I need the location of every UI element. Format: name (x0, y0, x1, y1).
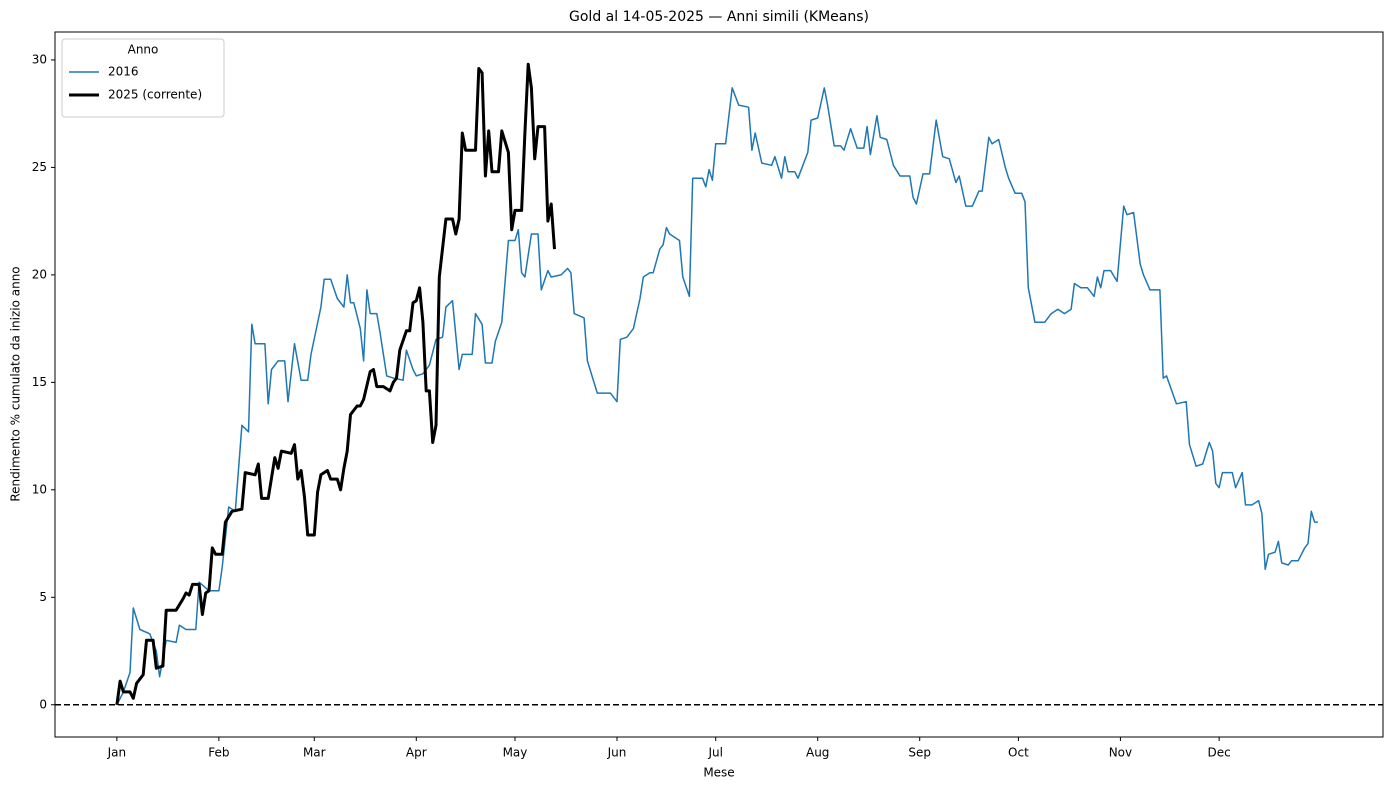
legend-box (61, 38, 225, 118)
y-tick-label: 0 (39, 697, 47, 711)
y-tick-label: 15 (32, 375, 47, 389)
y-axis-label: Rendimento % cumulato da inizio anno (9, 266, 23, 501)
series-line (116, 87, 1318, 706)
y-tick-label: 20 (32, 267, 47, 281)
x-tick-label: Nov (1109, 746, 1132, 760)
x-tick-label: Aug (806, 746, 829, 760)
y-tick-label: 10 (32, 482, 47, 496)
x-tick-label: Oct (1008, 746, 1029, 760)
x-tick-label: Apr (406, 746, 427, 760)
x-axis-label: Mese (703, 766, 734, 780)
legend-label: 2016 (108, 65, 139, 79)
x-tick-label: Feb (208, 746, 229, 760)
x-tick-label: Jul (707, 746, 722, 760)
legend-label: 2025 (corrente) (108, 88, 202, 102)
y-tick-label: 5 (39, 590, 47, 604)
chart-title: Gold al 14-05-2025 — Anni simili (KMeans… (569, 9, 869, 25)
x-tick-label: Jun (607, 746, 627, 760)
x-tick-label: Jan (107, 746, 127, 760)
y-tick-label: 25 (32, 160, 47, 174)
x-tick-label: Sep (908, 746, 931, 760)
legend-title: Anno (128, 43, 159, 57)
y-tick-label: 30 (32, 52, 47, 66)
x-tick-label: May (503, 746, 528, 760)
series-line (115, 62, 556, 706)
x-tick-label: Dec (1208, 746, 1231, 760)
x-tick-label: Mar (303, 746, 326, 760)
plot-frame (54, 31, 1384, 738)
